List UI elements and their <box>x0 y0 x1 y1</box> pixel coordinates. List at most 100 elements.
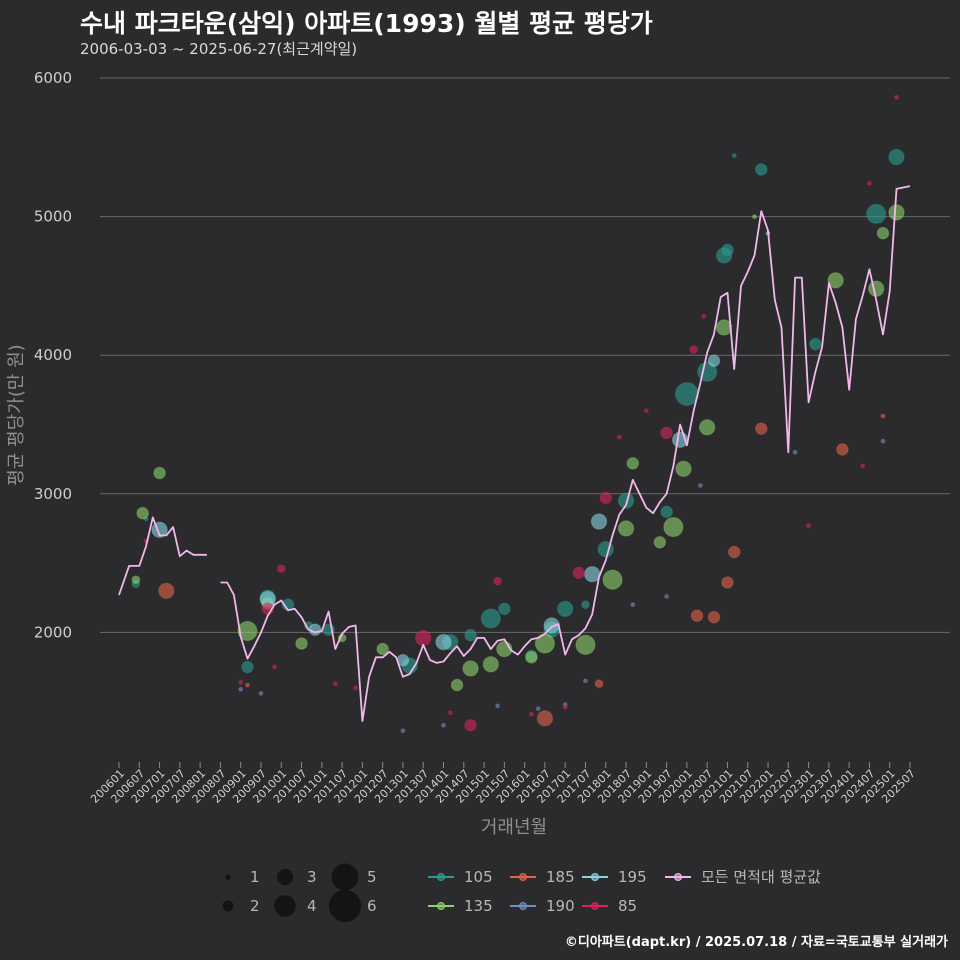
data-point <box>575 634 596 655</box>
legend-item: 모든 면적대 평균값 <box>665 868 821 886</box>
legend-swatch-dot <box>437 873 445 881</box>
data-point <box>602 569 623 590</box>
data-point <box>754 422 768 435</box>
data-point <box>617 520 635 537</box>
data-point <box>376 642 389 656</box>
legend-swatch-dot <box>519 873 527 881</box>
data-point <box>698 419 716 436</box>
y-axis-ticks: 2000 3000 4000 5000 6000 <box>34 69 72 641</box>
data-point <box>727 545 741 559</box>
data-point <box>276 564 286 574</box>
data-point <box>435 633 452 651</box>
data-point <box>836 443 849 456</box>
data-point <box>464 628 477 642</box>
y-tick-label: 4000 <box>34 346 72 364</box>
data-point <box>866 180 872 186</box>
data-point <box>660 426 673 440</box>
x-axis-ticks: 2006012006072007012007072008012008072009… <box>88 762 918 806</box>
size-legend-label: 6 <box>367 897 377 915</box>
data-point <box>754 163 768 176</box>
data-point <box>400 728 406 734</box>
data-point <box>880 413 886 419</box>
data-point <box>493 576 502 586</box>
size-legend-label: 4 <box>307 897 317 915</box>
data-point <box>690 609 704 623</box>
data-point <box>582 678 588 684</box>
legend-swatch-dot <box>591 873 599 881</box>
data-point <box>616 434 622 440</box>
data-points <box>131 94 905 734</box>
data-point <box>482 656 500 673</box>
legend-label: 105 <box>464 868 493 886</box>
size-legend-dot <box>225 874 231 880</box>
data-point <box>893 94 899 100</box>
data-point <box>806 523 812 529</box>
series-190 <box>238 438 886 734</box>
series-legend: 105 135 185 190 195 85 모든 면적대 평균값 <box>428 868 821 915</box>
data-point <box>809 337 822 351</box>
data-point <box>462 660 479 677</box>
size-legend-dot <box>328 889 362 923</box>
data-point <box>441 722 447 728</box>
size-legend-dot <box>331 863 359 891</box>
data-point <box>663 516 684 538</box>
data-point <box>480 608 501 629</box>
size-legend-label: 2 <box>250 897 260 915</box>
data-point <box>258 690 264 696</box>
data-point <box>664 593 670 599</box>
data-point <box>867 280 885 297</box>
legend-swatch-dot <box>591 902 599 910</box>
y-tick-label: 6000 <box>34 69 72 87</box>
size-legend-label: 3 <box>307 868 317 886</box>
size-legend-dot <box>222 900 234 912</box>
size-legend-dot <box>274 895 296 917</box>
data-point <box>238 686 244 692</box>
data-point <box>525 651 538 664</box>
data-point <box>536 710 554 727</box>
average-line <box>118 185 911 722</box>
data-point <box>792 449 798 455</box>
data-point <box>827 272 844 289</box>
data-point <box>581 600 590 610</box>
legend-item: 85 <box>582 897 637 915</box>
data-point <box>562 704 568 710</box>
data-point <box>630 602 636 608</box>
data-point <box>308 623 322 636</box>
data-point <box>295 637 308 650</box>
legend-item: 190 <box>510 897 575 915</box>
series-105 <box>131 148 905 674</box>
data-point <box>237 620 258 642</box>
data-point <box>643 408 649 414</box>
legend-label: 190 <box>546 897 575 915</box>
y-tick-label: 3000 <box>34 485 72 503</box>
data-point <box>534 633 556 654</box>
legend-swatch-dot <box>674 873 682 881</box>
data-point <box>707 354 721 368</box>
data-point <box>653 536 667 549</box>
source-credit: ©디아파트(dapt.kr) / 2025.07.18 / 자료=국토교통부 실… <box>564 935 948 950</box>
legend-label: 모든 면적대 평균값 <box>701 868 821 886</box>
data-point <box>450 678 464 692</box>
legend-item: 195 <box>582 868 647 886</box>
series-85 <box>143 94 899 732</box>
legend-swatch-dot <box>519 902 527 910</box>
y-axis-title: 평균 평당가(만 원) <box>6 344 27 485</box>
data-point <box>131 575 141 585</box>
data-point <box>594 679 604 689</box>
legend-label: 85 <box>618 897 637 915</box>
data-point <box>731 153 737 159</box>
average-line-layer <box>118 185 911 722</box>
data-point <box>697 482 703 488</box>
data-point <box>244 682 250 688</box>
data-point <box>721 576 734 589</box>
data-point <box>495 703 501 709</box>
data-point <box>880 438 886 444</box>
data-point <box>626 457 640 470</box>
data-point <box>415 629 432 647</box>
data-point <box>866 203 887 224</box>
series-195 <box>151 230 771 667</box>
data-point <box>241 660 254 674</box>
data-point <box>707 610 721 624</box>
data-point <box>572 566 586 580</box>
